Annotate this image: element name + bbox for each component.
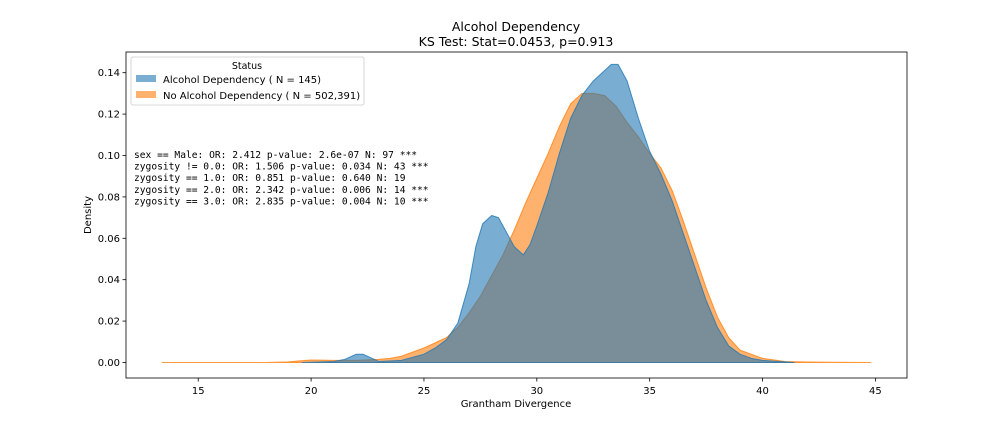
- x-axis-ticks: 15 20 25 30 35 40 45: [192, 378, 882, 397]
- legend-title: Status: [232, 61, 262, 72]
- legend-label-no-alcohol-dependency: No Alcohol Dependency ( N = 502,391): [163, 91, 360, 102]
- chart-subtitle: KS Test: Stat=0.0453, p=0.913: [419, 34, 614, 49]
- y-tick-label: 0.06: [98, 234, 120, 245]
- annotation-block: sex == Male: OR: 2.412 p-value: 2.6e-07 …: [134, 150, 429, 207]
- legend-swatch-no-alcohol-dependency: [136, 91, 156, 98]
- legend-label-alcohol-dependency: Alcohol Dependency ( N = 145): [163, 75, 321, 86]
- y-tick-label: 0.10: [98, 151, 120, 162]
- annotation-line: zygosity == 1.0: OR: 0.851 p-value: 0.64…: [134, 173, 406, 184]
- density-area-alcohol-dependency-n-145: [301, 63, 795, 363]
- y-tick-label: 0.04: [98, 275, 120, 286]
- y-tick-label: 0.00: [98, 358, 120, 369]
- x-tick-label: 15: [192, 386, 205, 397]
- y-axis-ticks: 0.00 0.02 0.04 0.06 0.08 0.10 0.12 0.14: [98, 68, 126, 369]
- x-tick-label: 40: [756, 386, 769, 397]
- legend-box: [130, 56, 365, 106]
- y-tick-label: 0.02: [98, 317, 120, 328]
- legend: Status Alcohol Dependency ( N = 145) No …: [130, 56, 365, 106]
- y-tick-label: 0.14: [98, 68, 120, 79]
- annotation-line: zygosity == 3.0: OR: 2.835 p-value: 0.00…: [134, 196, 429, 207]
- y-tick-label: 0.08: [98, 192, 120, 203]
- annotation-line: sex == Male: OR: 2.412 p-value: 2.6e-07 …: [134, 150, 417, 161]
- plot-frame: [125, 51, 908, 379]
- y-tick-label: 0.12: [98, 110, 120, 121]
- y-axis-label: Density: [83, 196, 94, 234]
- legend-swatch-alcohol-dependency: [136, 75, 156, 82]
- x-tick-label: 35: [643, 386, 656, 397]
- x-tick-label: 25: [418, 386, 431, 397]
- x-tick-label: 20: [305, 386, 318, 397]
- annotation-line: zygosity != 0.0: OR: 1.506 p-value: 0.03…: [134, 162, 429, 173]
- annotation-line: zygosity == 2.0: OR: 2.342 p-value: 0.00…: [134, 185, 429, 196]
- x-axis-label: Grantham Divergence: [461, 399, 572, 410]
- x-tick-label: 45: [869, 386, 882, 397]
- x-tick-label: 30: [530, 386, 543, 397]
- chart-title: Alcohol Dependency: [452, 19, 581, 34]
- density-areas: [161, 63, 872, 363]
